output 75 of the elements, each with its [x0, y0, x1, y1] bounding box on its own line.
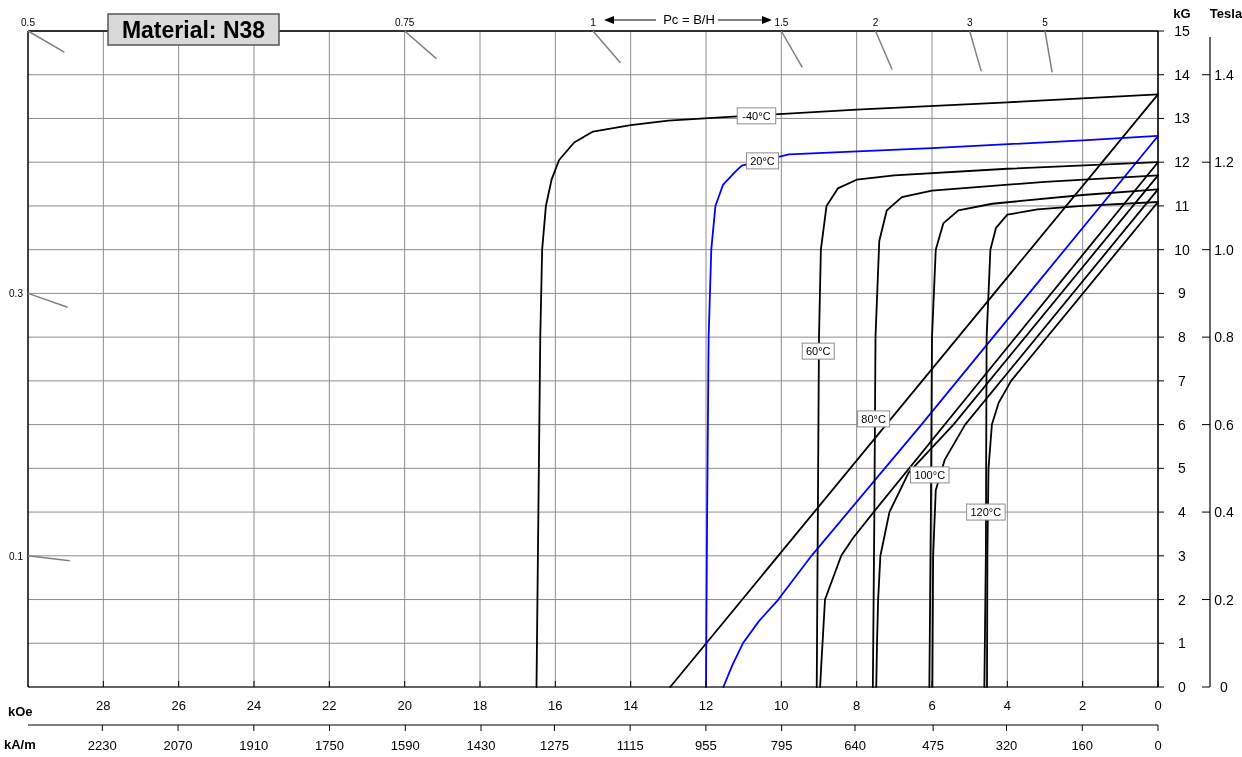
text: 0.5	[21, 17, 36, 28]
y-tick-label: 14	[1174, 66, 1190, 83]
x-tick-label: 20	[397, 698, 412, 713]
y-tick-label: 3	[1178, 547, 1187, 564]
chart-title: Material: N38	[121, 17, 266, 43]
x2-tick-label: 1750	[315, 738, 345, 753]
y-tick-label: 9	[1178, 285, 1187, 302]
text: 3	[966, 17, 973, 28]
y-tick-label: 2	[1178, 591, 1187, 608]
x-tick-label: 24	[246, 698, 262, 713]
x-tick-label: 4	[1003, 698, 1011, 713]
y-tick-label: 6	[1178, 416, 1187, 433]
x-tick-label: 8	[853, 698, 861, 713]
x-tick-label: 2	[1079, 698, 1087, 713]
text: 1	[590, 17, 597, 28]
x-tick-label: 18	[472, 698, 488, 713]
y-tick-label: 0	[1178, 679, 1187, 695]
y2-tick-label: 0.6	[1214, 416, 1234, 433]
x2-tick-label: 2070	[163, 738, 193, 753]
y-tick-label: 4	[1178, 504, 1187, 521]
text: 5	[1042, 17, 1049, 28]
x-tick-label: 0	[1154, 698, 1162, 713]
y-tick-label: 15	[1174, 23, 1190, 39]
text: Pc = B/H	[663, 12, 715, 27]
annotation: 80°C	[861, 412, 886, 425]
y-tick-label: 7	[1178, 372, 1187, 389]
x2-tick-label: 795	[770, 738, 793, 753]
text: 0.75	[394, 17, 415, 28]
text: 0.1	[9, 550, 24, 562]
y-tick-label: 11	[1174, 197, 1190, 214]
x-tick-label: 28	[96, 698, 111, 713]
y-tick-label: 13	[1174, 110, 1190, 127]
y2-tick-label: 0	[1220, 679, 1229, 695]
x-tick-label: 14	[623, 698, 638, 713]
y2-tick-label: 1.2	[1214, 154, 1234, 171]
x2-tick-label: 640	[844, 738, 866, 753]
y-tick-label: 5	[1178, 460, 1187, 477]
y-tick-label: 12	[1174, 154, 1190, 171]
x-tick-label: 12	[698, 698, 714, 713]
x2-tick-label: 1115	[616, 738, 644, 753]
x-tick-label: 10	[774, 698, 789, 713]
text: 0.3	[9, 288, 24, 300]
y-tick-label: 8	[1178, 329, 1187, 346]
x-tick-label: 6	[928, 698, 936, 713]
y2-tick-label: 0.4	[1214, 504, 1234, 521]
annotation: -40°C	[742, 109, 771, 122]
y2-tick-label: 0.2	[1214, 591, 1234, 608]
x2-tick-label: 1590	[390, 738, 420, 753]
annotation: 20°C	[750, 154, 775, 167]
x2-tick-label: 160	[1071, 738, 1094, 753]
y-tick-label: 1	[1178, 635, 1187, 652]
x2-tick-label: 1430	[466, 738, 496, 753]
x2-tick-label: 955	[695, 738, 717, 753]
x2-axis-title: kA/m	[4, 737, 36, 752]
text: 1.5	[774, 17, 789, 28]
x2-tick-label: 320	[995, 738, 1018, 753]
x2-tick-label: 1275	[539, 738, 569, 753]
x-tick-label: 22	[322, 698, 337, 713]
x-axis-title: kOe	[8, 704, 33, 719]
x2-tick-label: 475	[922, 738, 944, 753]
annotation: 60°C	[805, 345, 831, 358]
x2-tick-label: 2230	[87, 738, 117, 753]
y2-axis-title: Tesla	[1209, 6, 1242, 21]
annotation: 120°C	[970, 506, 1002, 519]
x2-tick-label: 0	[1154, 738, 1162, 753]
text: 2	[872, 17, 879, 28]
y-axis-title: kG	[1173, 6, 1191, 21]
y-tick-label: 10	[1174, 241, 1190, 258]
y2-tick-label: 1.4	[1214, 66, 1234, 83]
y2-tick-label: 0.8	[1214, 329, 1234, 346]
x2-tick-label: 1910	[239, 738, 269, 753]
annotation: 100°C	[914, 468, 946, 481]
y2-tick-label: 1.0	[1214, 241, 1234, 258]
x-tick-label: 16	[548, 698, 563, 713]
x-tick-label: 26	[171, 698, 186, 713]
